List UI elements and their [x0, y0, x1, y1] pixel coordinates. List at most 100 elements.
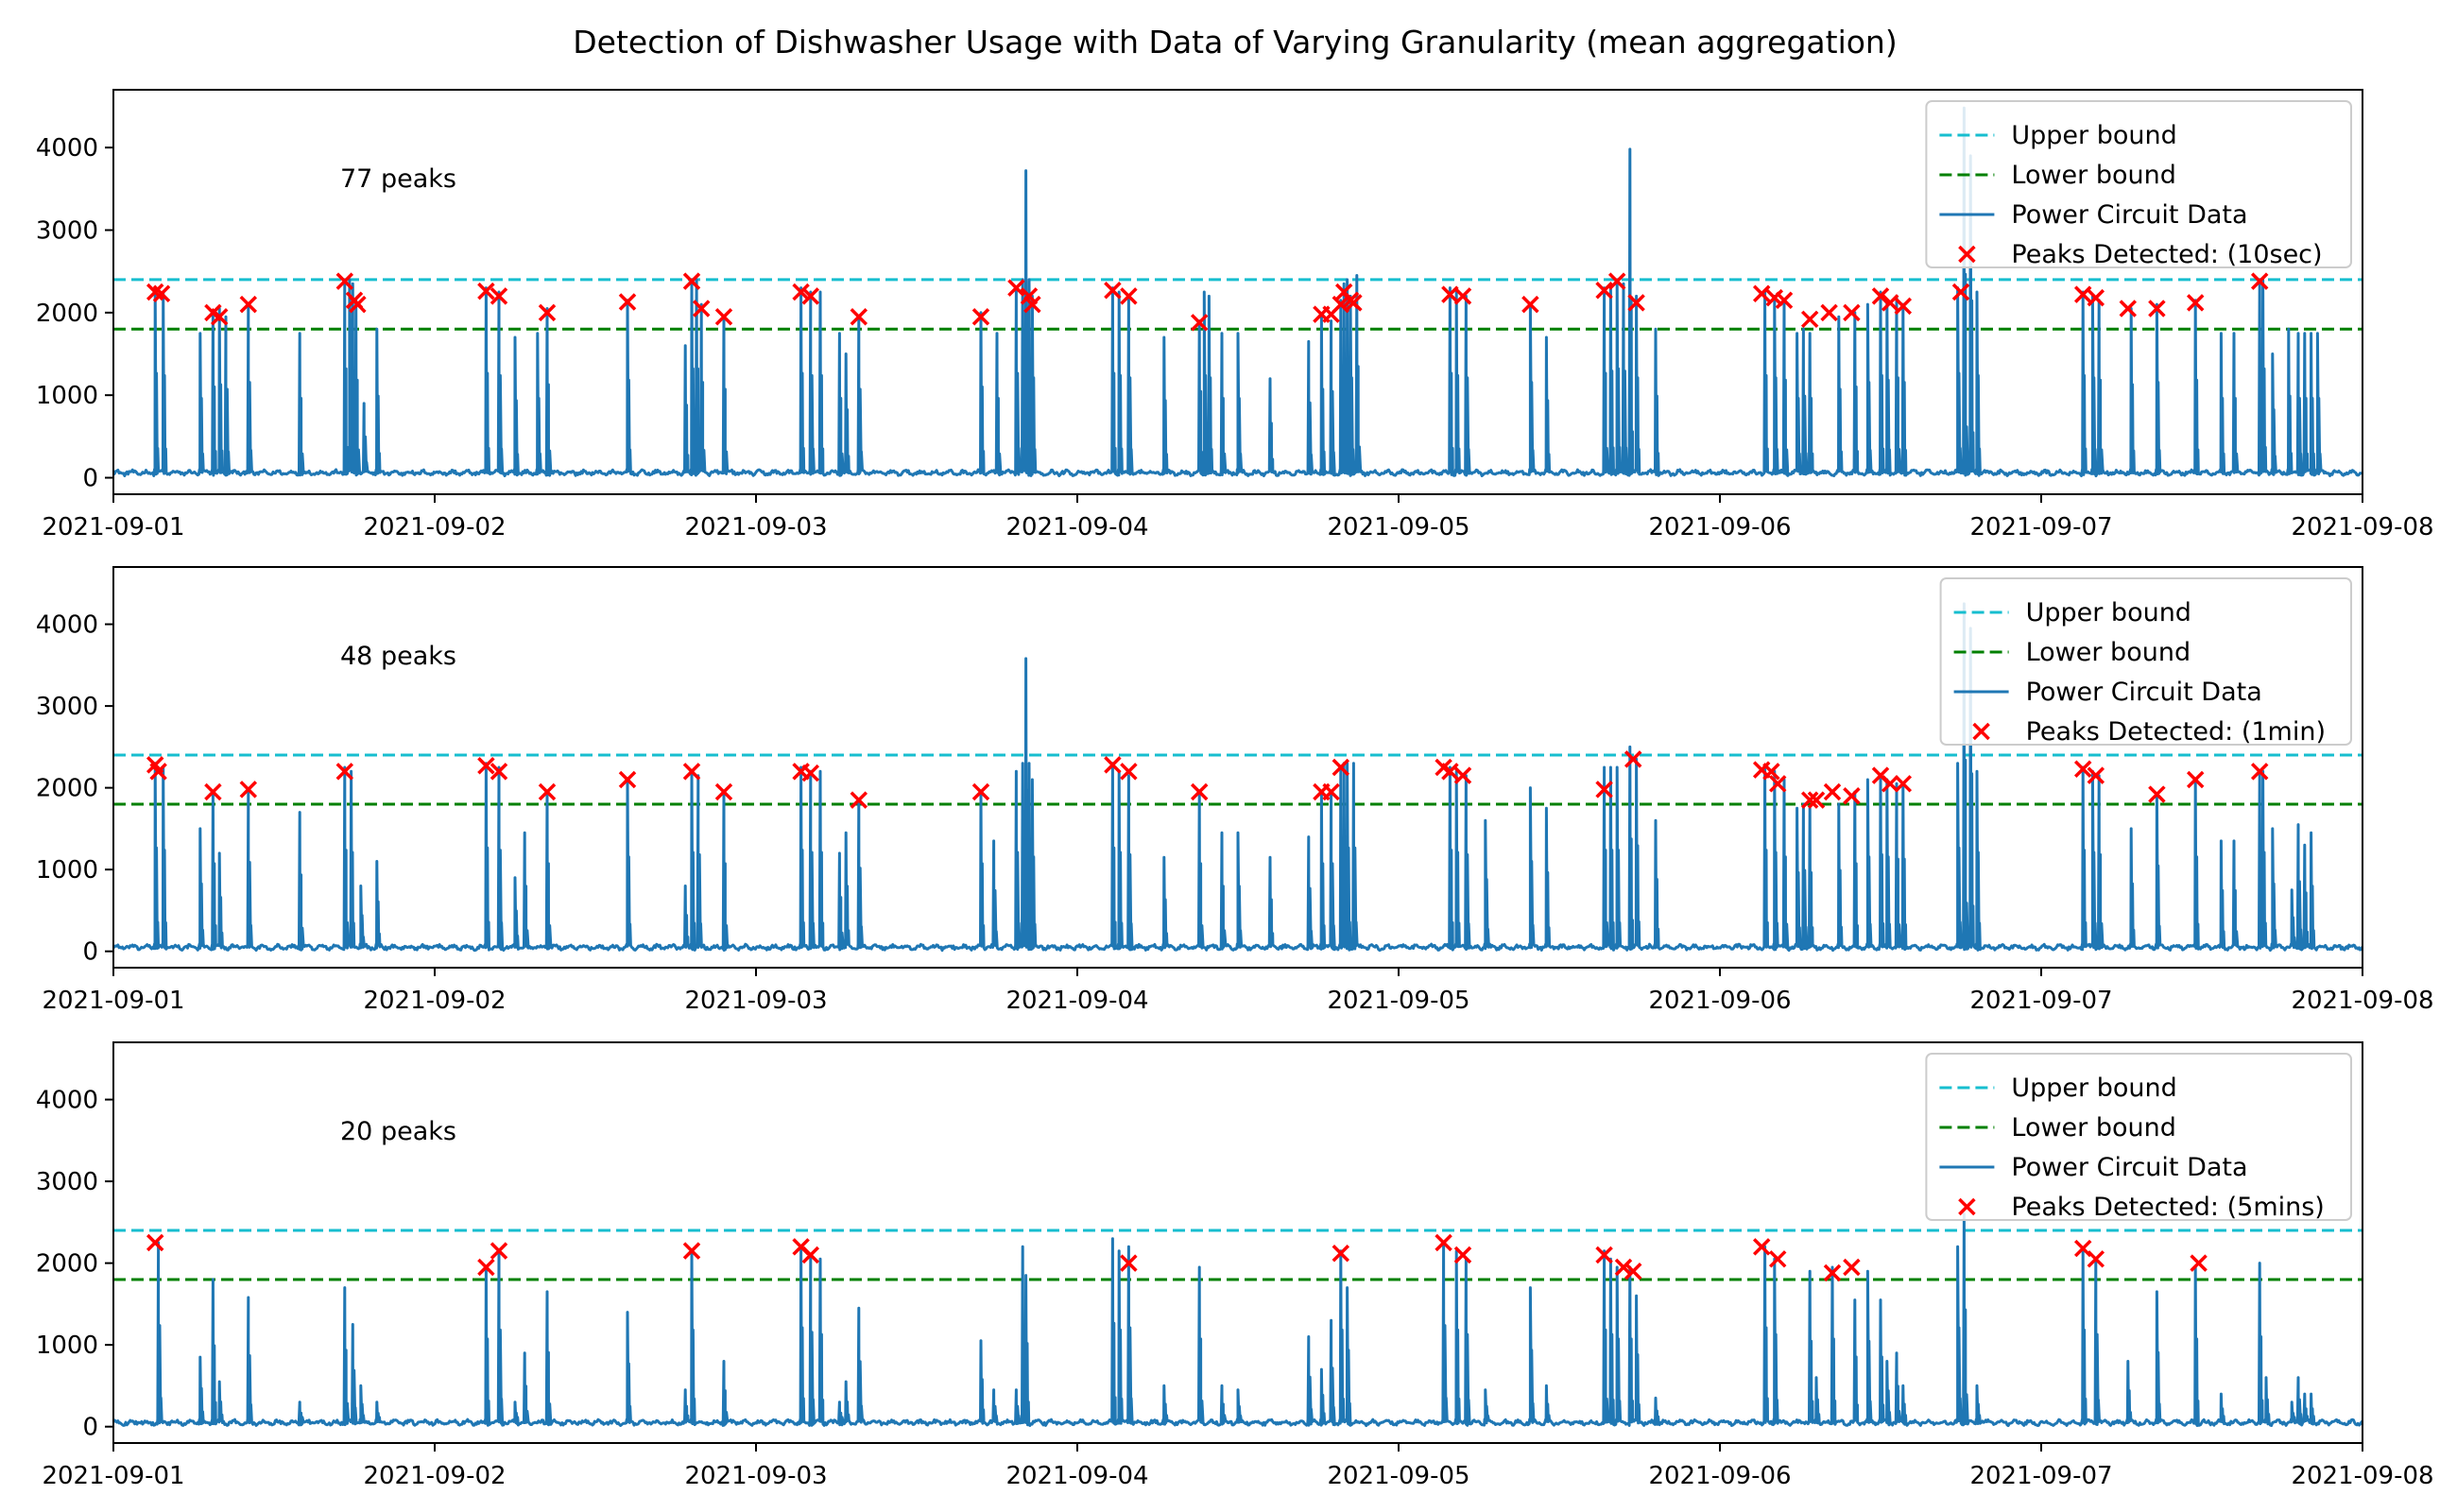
peak-marker [1843, 303, 1861, 322]
peak-marker [2087, 766, 2105, 784]
legend-label: Lower bound [2026, 638, 2191, 667]
peak-marker [210, 307, 229, 326]
legend-frame [1939, 577, 2353, 746]
legend-peak-marker [1958, 245, 1976, 264]
legend-label: Power Circuit Data [2011, 200, 2247, 230]
peak-marker [2186, 294, 2205, 312]
legend-peak-marker [1958, 1197, 1976, 1216]
peak-marker [1120, 287, 1138, 305]
peak-marker [1823, 1263, 1842, 1282]
peak-marker [1441, 763, 1459, 781]
x-tick-label: 2021-09-01 [42, 987, 184, 1015]
peak-marker [490, 1242, 508, 1260]
x-tick-label: 2021-09-04 [1005, 1462, 1148, 1490]
axes-frame [112, 1041, 2363, 1444]
legend: Upper bound Lower bound Power Circuit Data… [1925, 100, 2353, 269]
x-tick-label: 2021-09-03 [684, 987, 827, 1015]
peak-marker [2073, 285, 2092, 303]
y-tick-label: 0 [82, 1414, 98, 1442]
peak-marker [682, 272, 701, 290]
y-tick-label: 1000 [36, 1332, 98, 1360]
peak-marker [490, 763, 508, 781]
peak-marker [2087, 288, 2105, 307]
peak-marker [1881, 775, 1899, 793]
peak-marker [1453, 766, 1472, 784]
peak-marker [1624, 1263, 1642, 1280]
legend-label: Lower bound [2011, 1113, 2176, 1143]
peak-marker [1807, 791, 1826, 809]
legend-label: Peaks Detected: (5mins) [2011, 1193, 2324, 1222]
legend: Upper bound Lower bound Power Circuit Data… [1925, 1053, 2353, 1222]
peak-marker [1453, 1246, 1472, 1264]
y-tick-label: 1000 [36, 856, 98, 885]
peak-marker [538, 303, 557, 322]
peak-marker [692, 300, 711, 318]
y-tick-label: 1000 [36, 382, 98, 410]
legend-label: Peaks Detected: (1min) [2026, 717, 2326, 747]
peak-marker [1768, 1250, 1787, 1268]
legend-label: Lower bound [2011, 161, 2176, 190]
peak-marker [152, 284, 171, 302]
peak-marker [2250, 763, 2269, 781]
peak-marker [1627, 294, 1645, 312]
peak-marker [1951, 283, 1970, 301]
y-tick-label: 0 [82, 938, 98, 967]
y-tick-label: 3000 [36, 1168, 98, 1196]
peak-marker [2148, 785, 2166, 803]
peak-marker [1752, 284, 1771, 302]
peak-marker [1775, 291, 1794, 309]
peak-marker [1894, 775, 1913, 793]
peak-marker [714, 307, 733, 326]
peak-marker [149, 763, 167, 781]
peak-marker [1190, 782, 1209, 801]
peak-marker [1871, 287, 1890, 305]
y-tick-label: 2000 [36, 1250, 98, 1279]
peak-marker [971, 307, 990, 326]
legend: Upper bound Lower bound Power Circuit Data… [1939, 577, 2353, 747]
peak-marker [682, 763, 701, 781]
y-tick-label: 2000 [36, 775, 98, 803]
axes-frame [112, 566, 2363, 969]
peak-count-annotation: 20 peaks [340, 1117, 456, 1146]
peak-marker [1120, 763, 1138, 781]
peak-marker [2148, 300, 2166, 318]
legend-label: Peaks Detected: (10sec) [2011, 240, 2322, 269]
peak-marker [1595, 1246, 1613, 1264]
x-tick-label: 2021-09-01 [42, 1462, 184, 1490]
peak-marker [1104, 756, 1122, 774]
y-tick-label: 3000 [36, 693, 98, 721]
peak-marker [1435, 1233, 1452, 1252]
peak-marker [2087, 1250, 2105, 1268]
subplots: 0 1000 2000 3000 4000 2021-09-01 2021-09-02 202… [36, 89, 2434, 1490]
x-tick-label: 2021-09-07 [1969, 1462, 2112, 1490]
peak-marker [1521, 295, 1539, 314]
x-tick-label: 2021-09-06 [1648, 987, 1791, 1015]
peak-marker [239, 295, 258, 314]
series-power-circuit-data [113, 106, 2362, 478]
peak-marker [1752, 1238, 1771, 1256]
peak-marker [1190, 314, 1209, 332]
x-tick-label: 2021-09-02 [363, 987, 506, 1015]
peak-marker [1345, 294, 1363, 312]
y-tick-label: 4000 [36, 611, 98, 640]
x-tick-label: 2021-09-07 [1969, 987, 2112, 1015]
peak-marker [1595, 282, 1613, 300]
peak-marker [1800, 310, 1819, 329]
peak-marker [335, 272, 354, 290]
x-tick-label: 2021-09-02 [363, 513, 506, 541]
y-tick-label: 4000 [36, 1087, 98, 1115]
y-tick-label: 4000 [36, 134, 98, 163]
peak-marker [971, 782, 990, 801]
peak-marker [1800, 791, 1819, 809]
series-power-circuit-data [113, 1212, 2362, 1428]
x-tick-label: 2021-09-04 [1005, 987, 1148, 1015]
y-tick-label: 2000 [36, 300, 98, 328]
peak-marker [2186, 770, 2205, 789]
subplot-1: 0 1000 2000 3000 4000 2021-09-01 2021-09-02 202… [36, 89, 2434, 541]
peak-count-annotation: 48 peaks [340, 642, 456, 671]
x-tick-label: 2021-09-05 [1327, 987, 1469, 1015]
peak-marker [1843, 787, 1861, 805]
peak-marker [801, 1246, 820, 1264]
peak-marker [2119, 300, 2138, 318]
peak-marker [2190, 1254, 2208, 1272]
